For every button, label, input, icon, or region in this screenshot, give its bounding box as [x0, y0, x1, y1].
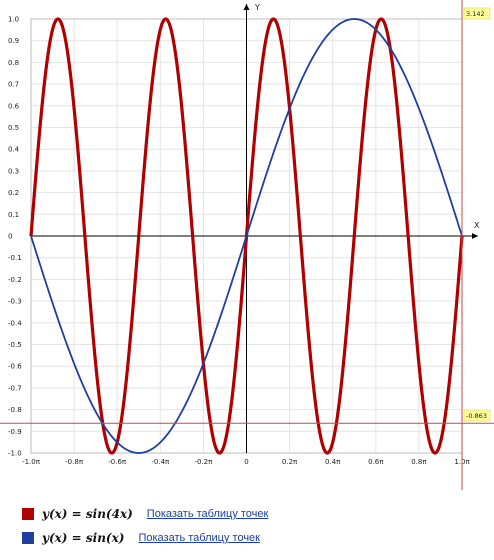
y-tick-labels: 1.0 0.9 0.8 0.7 0.6 0.5 0.4 0.3 0.2 0.1 0 -0.1 -0.2 -…	[8, 16, 22, 458]
svg-text:3.142: 3.142	[466, 10, 485, 18]
y-tick-label: -0.8	[8, 406, 22, 414]
legend-formula-sinx: y(x) = sin(x)	[42, 531, 125, 545]
x-tick-label: 0.4π	[325, 458, 341, 466]
x-tick-label: -0.2π	[194, 458, 213, 466]
legend-item-sinx: y(x) = sin(x) Показать таблицу точек	[22, 529, 260, 547]
x-tick-label: -0.4π	[151, 458, 170, 466]
legend-swatch-sinx	[22, 532, 34, 544]
x-axis-arrow	[472, 233, 478, 239]
y-tick-label: 0.3	[8, 167, 19, 175]
svg-text:-0.863: -0.863	[466, 412, 487, 420]
x-tick-label: 0.8π	[411, 458, 427, 466]
y-tick-label: 0.1	[8, 211, 19, 219]
y-tick-label: -0.7	[8, 384, 22, 392]
x-tick-label: 0.2π	[282, 458, 298, 466]
y-tick-label: -0.3	[8, 298, 22, 306]
y-tick-label: 0.8	[8, 59, 19, 67]
legend-formula-sin4x: y(x) = sin(4x)	[42, 507, 133, 521]
y-tick-label: 0	[8, 233, 12, 241]
guide-y-badge: -0.863	[463, 409, 491, 422]
y-axis-label: Y	[254, 3, 260, 12]
y-tick-label: -0.9	[8, 428, 22, 436]
y-tick-label: 0.7	[8, 81, 19, 89]
x-tick-label: -0.6π	[108, 458, 127, 466]
x-tick-labels: -1.0π -0.8π -0.6π -0.4π -0.2π 0 0.2π 0.4π 0.6π 0.…	[22, 458, 470, 466]
guides	[0, 0, 494, 490]
y-tick-label: -0.2	[8, 276, 22, 284]
y-tick-label: -0.6	[8, 363, 22, 371]
y-tick-label: 1.0	[8, 16, 19, 24]
x-tick-label: -0.8π	[65, 458, 84, 466]
x-axis-label: X	[474, 221, 480, 230]
legend-swatch-sin4x	[22, 508, 34, 520]
y-tick-label: 0.5	[8, 124, 19, 132]
y-tick-label: 0.2	[8, 189, 19, 197]
series-line-sinx	[30, 18, 463, 454]
show-points-table-link-sinx[interactable]: Показать таблицу точек	[138, 532, 260, 544]
x-tick-label: -1.0π	[22, 458, 41, 466]
y-tick-label: -0.5	[8, 341, 22, 349]
y-tick-label: -0.4	[8, 319, 22, 327]
y-tick-label: 0.9	[8, 37, 19, 45]
function-plot[interactable]: 1.0 0.9 0.8 0.7 0.6 0.5 0.4 0.3 0.2 0.1 0 -0.1 -0.2 -…	[0, 0, 494, 495]
y-tick-label: 0.6	[8, 102, 20, 110]
y-axis-arrow	[243, 4, 250, 10]
legend-item-sin4x: y(x) = sin(4x) Показать таблицу точек	[22, 505, 268, 523]
y-tick-label: 0.4	[8, 146, 20, 154]
x-tick-label: 0	[244, 458, 248, 466]
x-tick-label: 0.6π	[368, 458, 384, 466]
y-tick-label: -1.0	[8, 450, 22, 458]
guide-x-badge: 3.142	[463, 7, 491, 20]
show-points-table-link-sin4x[interactable]: Показать таблицу точек	[146, 508, 269, 520]
y-tick-label: -0.1	[8, 254, 22, 262]
series-lines	[29, 17, 464, 455]
